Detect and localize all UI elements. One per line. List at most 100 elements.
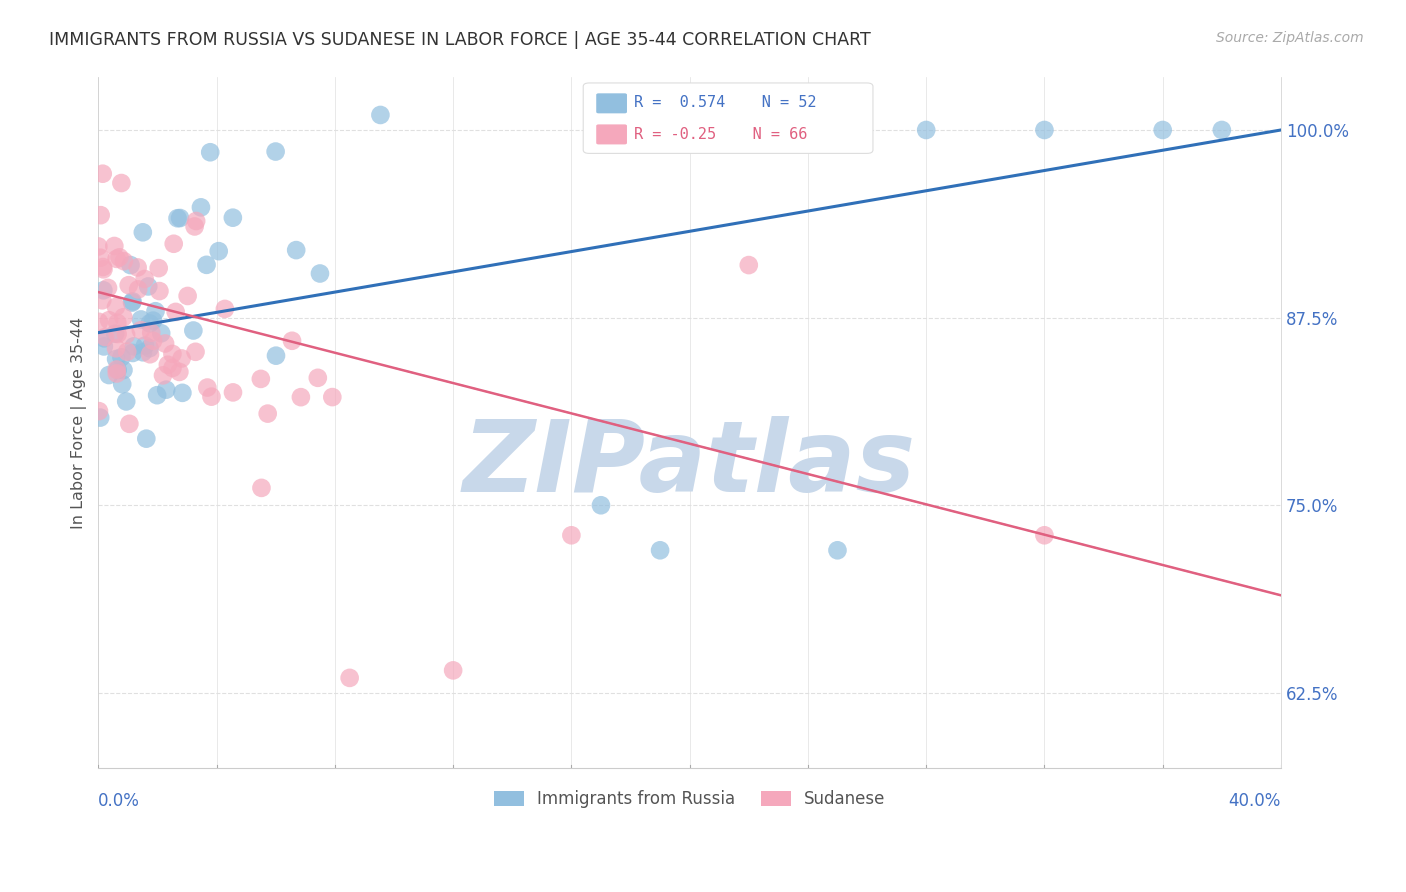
- Point: [162, 347, 184, 361]
- Point: [105, 341, 128, 355]
- Point: [195, 258, 218, 272]
- Point: [91, 260, 114, 274]
- Point: [97, 281, 120, 295]
- Point: [589, 498, 612, 512]
- Point: [176, 289, 198, 303]
- Text: 0.0%: 0.0%: [98, 792, 141, 810]
- Point: [112, 254, 135, 268]
- Point: [441, 664, 464, 678]
- Point: [87, 404, 110, 418]
- Point: [155, 383, 177, 397]
- Text: Source: ZipAtlas.com: Source: ZipAtlas.com: [1216, 31, 1364, 45]
- FancyBboxPatch shape: [596, 94, 627, 113]
- Point: [94, 330, 117, 344]
- Point: [307, 371, 329, 385]
- Point: [90, 208, 112, 222]
- Point: [110, 176, 132, 190]
- Point: [105, 252, 128, 266]
- Point: [93, 283, 115, 297]
- Point: [145, 304, 167, 318]
- Point: [169, 211, 191, 225]
- Point: [105, 362, 128, 376]
- Point: [134, 272, 156, 286]
- Point: [91, 167, 114, 181]
- Point: [89, 410, 111, 425]
- Point: [560, 528, 582, 542]
- Legend: Immigrants from Russia, Sudanese: Immigrants from Russia, Sudanese: [488, 783, 891, 815]
- Point: [183, 324, 205, 338]
- Text: 40.0%: 40.0%: [1229, 792, 1281, 810]
- Point: [139, 347, 162, 361]
- Point: [93, 331, 115, 345]
- Point: [166, 211, 188, 226]
- Point: [200, 145, 222, 160]
- Point: [1152, 123, 1174, 137]
- Point: [134, 338, 156, 352]
- Point: [163, 236, 186, 251]
- Point: [87, 239, 110, 253]
- Point: [148, 261, 170, 276]
- FancyBboxPatch shape: [596, 124, 627, 145]
- Point: [827, 123, 849, 137]
- Point: [1033, 123, 1056, 137]
- Point: [121, 346, 143, 360]
- Point: [264, 349, 287, 363]
- Point: [321, 390, 343, 404]
- Point: [91, 293, 114, 308]
- Point: [152, 368, 174, 383]
- Point: [222, 385, 245, 400]
- Point: [129, 312, 152, 326]
- Point: [290, 390, 312, 404]
- Text: ZIPatlas: ZIPatlas: [463, 416, 917, 513]
- Point: [115, 394, 138, 409]
- Point: [112, 310, 135, 325]
- Point: [165, 305, 187, 319]
- Point: [339, 671, 361, 685]
- Point: [108, 250, 131, 264]
- Point: [190, 200, 212, 214]
- Point: [98, 313, 121, 327]
- Point: [93, 262, 115, 277]
- Point: [118, 417, 141, 431]
- Point: [169, 365, 191, 379]
- Point: [1033, 528, 1056, 542]
- Point: [97, 368, 120, 382]
- Point: [132, 225, 155, 239]
- Point: [104, 300, 127, 314]
- Point: [183, 219, 205, 234]
- Point: [827, 543, 849, 558]
- Point: [120, 258, 142, 272]
- Point: [184, 344, 207, 359]
- Point: [153, 336, 176, 351]
- Point: [738, 258, 761, 272]
- Point: [87, 315, 110, 329]
- Point: [110, 351, 132, 365]
- Point: [103, 239, 125, 253]
- Point: [139, 317, 162, 331]
- Point: [264, 145, 287, 159]
- Point: [172, 385, 194, 400]
- Point: [170, 351, 193, 366]
- Point: [370, 108, 392, 122]
- Point: [162, 361, 184, 376]
- Point: [132, 345, 155, 359]
- Point: [127, 260, 149, 275]
- Point: [1211, 123, 1233, 137]
- Text: R =  0.574    N = 52: R = 0.574 N = 52: [634, 95, 817, 111]
- Point: [309, 267, 332, 281]
- Point: [118, 278, 141, 293]
- Point: [146, 388, 169, 402]
- Point: [214, 301, 236, 316]
- Point: [281, 334, 304, 348]
- Point: [142, 334, 165, 348]
- Point: [135, 432, 157, 446]
- Point: [115, 327, 138, 342]
- Text: IMMIGRANTS FROM RUSSIA VS SUDANESE IN LABOR FORCE | AGE 35-44 CORRELATION CHART: IMMIGRANTS FROM RUSSIA VS SUDANESE IN LA…: [49, 31, 870, 49]
- Point: [186, 214, 208, 228]
- Point: [200, 390, 222, 404]
- Point: [127, 282, 149, 296]
- Point: [105, 367, 128, 381]
- Point: [115, 344, 138, 359]
- Point: [129, 323, 152, 337]
- Point: [107, 326, 129, 341]
